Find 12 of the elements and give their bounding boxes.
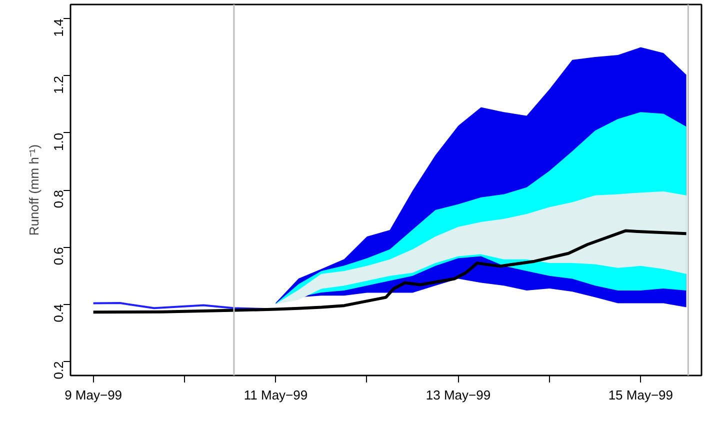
- y-tick-label: 0.6: [51, 247, 66, 266]
- y-tick-label: 0.8: [51, 190, 66, 208]
- y-tick-label: 1.2: [51, 76, 66, 94]
- x-tick-label: 11 May−99: [244, 388, 308, 402]
- y-tick-label: 1.0: [51, 132, 66, 151]
- y-tick-label: 0.4: [51, 304, 66, 322]
- y-tick-label: 1.4: [51, 18, 66, 37]
- x-tick-label: 15 May−99: [608, 388, 674, 402]
- x-tick-label: 9 May−99: [64, 388, 122, 402]
- y-axis-title: Runoff (mm h⁻¹): [26, 144, 42, 236]
- y-tick-label: 0.2: [51, 361, 66, 380]
- x-tick-label: 13 May−99: [426, 388, 491, 402]
